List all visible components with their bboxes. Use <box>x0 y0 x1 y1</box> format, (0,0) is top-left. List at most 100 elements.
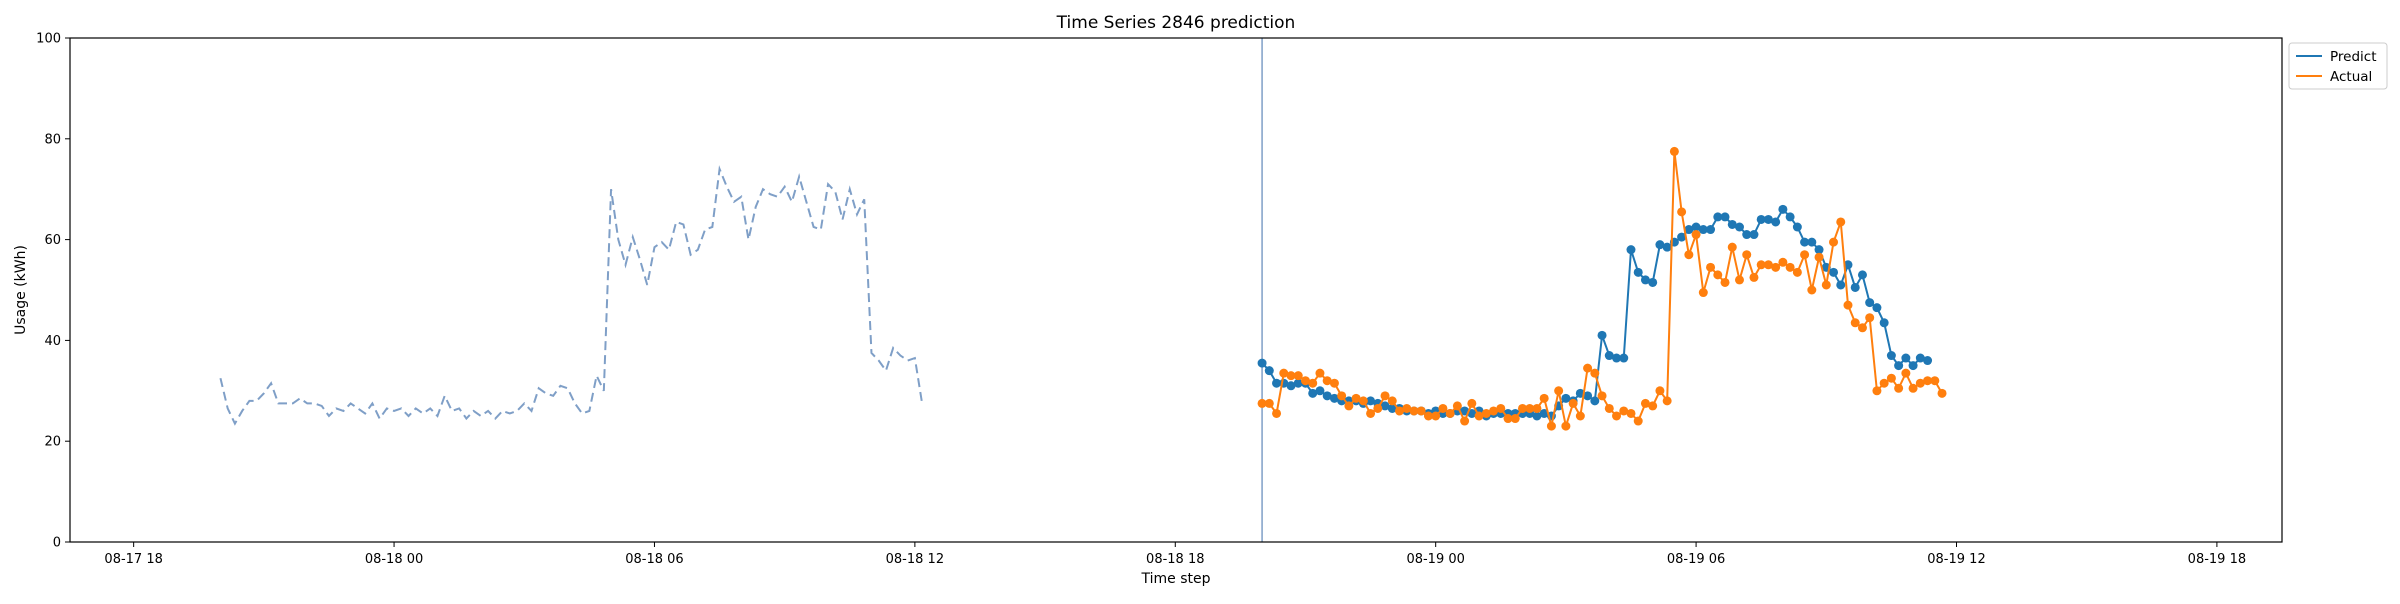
predict-point <box>1886 351 1896 361</box>
actual-point <box>1698 288 1708 298</box>
actual-point <box>1590 368 1600 378</box>
predict-point <box>1698 225 1708 235</box>
actual-point <box>1778 257 1788 267</box>
x-axis-label: Time step <box>1141 571 1211 587</box>
predict-point <box>1814 245 1824 255</box>
legend-label-predict: Predict <box>2330 49 2377 65</box>
actual-point <box>1857 323 1867 333</box>
predict-point <box>1532 411 1542 421</box>
actual-point <box>1329 378 1339 388</box>
actual-point <box>1358 396 1368 406</box>
actual-point <box>1293 371 1303 381</box>
actual-point <box>1460 416 1470 426</box>
predict-point <box>1633 267 1643 277</box>
actual-point <box>1409 406 1419 416</box>
history-line <box>219 165 924 426</box>
actual-point <box>1814 252 1824 262</box>
actual-point <box>1691 230 1701 240</box>
actual-point <box>1380 391 1390 401</box>
predict-point <box>1785 212 1795 222</box>
actual-point <box>1930 376 1940 386</box>
series-predict <box>1257 204 1933 421</box>
actual-point <box>1423 411 1433 421</box>
y-tick-label: 0 <box>53 536 61 551</box>
plot-area <box>219 38 1947 542</box>
actual-point <box>1467 398 1477 408</box>
predict-point <box>1771 217 1781 227</box>
actual-point <box>1633 416 1643 426</box>
actual-point <box>1416 406 1426 416</box>
actual-point <box>1829 237 1839 247</box>
actual-point <box>1836 217 1846 227</box>
actual-point <box>1257 398 1267 408</box>
actual-point <box>1894 383 1904 393</box>
actual-point <box>1648 401 1658 411</box>
predict-point <box>1843 260 1853 270</box>
series-actual <box>1257 146 1947 431</box>
actual-point <box>1800 250 1810 260</box>
predict-point <box>1272 378 1282 388</box>
y-axis-label: Usage (kWh) <box>13 245 29 335</box>
actual-point <box>1539 393 1549 403</box>
predict-point <box>1612 353 1622 363</box>
actual-point <box>1286 371 1296 381</box>
predict-point <box>1857 270 1867 280</box>
actual-point <box>1300 376 1310 386</box>
actual-point <box>1727 242 1737 252</box>
predict-point <box>1901 353 1911 363</box>
actual-point <box>1272 408 1282 418</box>
actual-point <box>1756 260 1766 270</box>
actual-point <box>1908 383 1918 393</box>
actual-point <box>1677 207 1687 217</box>
actual-point <box>1373 403 1383 413</box>
actual-point <box>1546 421 1556 431</box>
predict-point <box>1380 401 1390 411</box>
predict-point <box>1315 386 1325 396</box>
actual-point <box>1445 408 1455 418</box>
actual-point <box>1655 386 1665 396</box>
actual-point <box>1749 272 1759 282</box>
predict-point <box>1662 242 1672 252</box>
predict-point <box>1308 388 1318 398</box>
predict-point <box>1293 378 1303 388</box>
actual-point <box>1452 401 1462 411</box>
actual-point <box>1915 378 1925 388</box>
x-tick-label: 08-18 00 <box>365 552 423 567</box>
actual-point <box>1344 401 1354 411</box>
actual-point <box>1561 421 1571 431</box>
actual-point <box>1322 376 1332 386</box>
predict-point <box>1706 225 1716 235</box>
predict-point <box>1713 212 1723 222</box>
predict-point <box>1257 358 1267 368</box>
predict-point <box>1597 330 1607 340</box>
actual-point <box>1554 386 1564 396</box>
actual-point <box>1792 267 1802 277</box>
predict-point <box>1763 214 1773 224</box>
actual-point <box>1575 411 1585 421</box>
predict-point <box>1684 225 1694 235</box>
predict-point <box>1626 245 1636 255</box>
x-tick-label: 08-18 12 <box>886 552 944 567</box>
actual-point <box>1850 318 1860 328</box>
predict-point <box>1640 275 1650 285</box>
x-tick-label: 08-18 18 <box>1146 552 1204 567</box>
actual-point <box>1351 393 1361 403</box>
actual-point <box>1264 398 1274 408</box>
actual-point <box>1720 277 1730 287</box>
actual-point <box>1763 260 1773 270</box>
predict-point <box>1619 353 1629 363</box>
predict-point <box>1691 222 1701 232</box>
actual-point <box>1843 300 1853 310</box>
actual-point <box>1771 262 1781 272</box>
predict-point <box>1539 408 1549 418</box>
predict-point <box>1648 277 1658 287</box>
y-tick-label: 40 <box>44 334 61 349</box>
predict-point <box>1387 403 1397 413</box>
actual-point <box>1337 391 1347 401</box>
actual-point <box>1568 398 1578 408</box>
predict-point <box>1807 237 1817 247</box>
legend-box <box>2288 42 2388 90</box>
axes-frame <box>69 37 2283 543</box>
